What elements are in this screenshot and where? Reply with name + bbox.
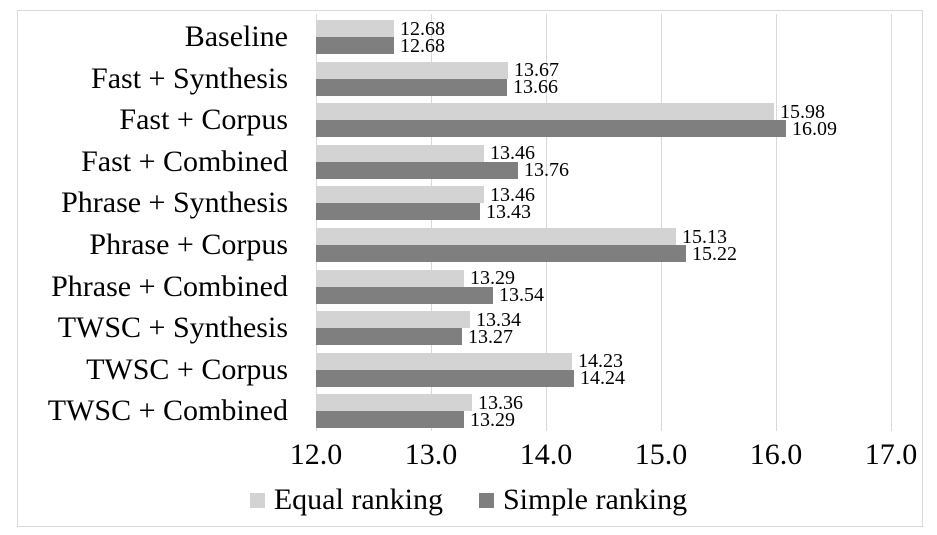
value-label: 13.54 [499, 284, 544, 307]
legend-label-simple-ranking: Simple ranking [502, 483, 688, 516]
value-label: 13.46 [490, 183, 535, 206]
bar-simple-ranking [316, 328, 462, 346]
bar-simple-ranking [316, 203, 480, 221]
bar-simple-ranking [316, 37, 394, 54]
value-label: 14.24 [580, 367, 625, 390]
legend-item-simple-ranking: Simple ranking [478, 483, 688, 517]
gridline [546, 14, 547, 431]
gridline [431, 14, 432, 431]
gridline [891, 14, 892, 431]
category-label: Fast + Corpus [119, 103, 288, 137]
bar-equal-ranking [316, 61, 508, 79]
value-label: 13.46 [490, 142, 535, 165]
category-label: Phrase + Synthesis [61, 186, 288, 220]
bar-simple-ranking [316, 286, 493, 304]
x-tick-label: 15.0 [634, 438, 688, 471]
bar-equal-ranking [316, 269, 464, 287]
value-label: 15.13 [682, 225, 727, 248]
bar-simple-ranking [316, 78, 507, 96]
category-label: Phrase + Combined [51, 269, 288, 303]
value-label: 13.34 [476, 308, 521, 331]
bar-equal-ranking [316, 352, 572, 370]
x-tick-label: 12.0 [289, 438, 343, 471]
bar-simple-ranking [316, 120, 786, 138]
bar-equal-ranking [316, 186, 484, 204]
value-label: 12.68 [400, 17, 445, 40]
plot-area: 12.68 12.68 13.67 13.66 15.98 16.09 13.46 13.76… [316, 14, 892, 431]
value-label: 15.22 [692, 242, 737, 265]
category-label: TWSC + Combined [47, 394, 288, 428]
value-label: 13.27 [468, 325, 513, 348]
category-label: Phrase + Corpus [89, 228, 288, 261]
chart-border [17, 10, 923, 527]
x-tick-label: 13.0 [404, 438, 458, 471]
legend-label-equal-ranking: Equal ranking [273, 483, 443, 516]
gridline [776, 14, 777, 431]
legend-swatch-simple-ranking-icon [478, 492, 494, 508]
x-tick-label: 14.0 [519, 438, 573, 471]
category-label: Fast + Combined [81, 144, 288, 178]
category-label: Baseline [184, 20, 288, 53]
bar-equal-ranking [316, 20, 394, 37]
value-label: 13.36 [478, 391, 523, 414]
gridline [316, 14, 317, 431]
legend-swatch-equal-ranking-icon [249, 492, 265, 508]
bar-equal-ranking [316, 228, 676, 245]
bar-equal-ranking [316, 144, 484, 162]
value-label: 13.29 [470, 267, 515, 290]
value-label: 13.67 [514, 59, 559, 82]
legend: Equal ranking Simple ranking [0, 483, 937, 517]
bar-simple-ranking [316, 161, 518, 179]
value-label: 14.23 [578, 350, 623, 373]
x-tick-label: 17.0 [864, 438, 918, 471]
bar-simple-ranking [316, 369, 574, 387]
legend-item-equal-ranking: Equal ranking [249, 483, 443, 517]
bar-simple-ranking [316, 245, 686, 262]
value-label: 16.09 [792, 117, 837, 140]
bar-simple-ranking [316, 411, 464, 429]
x-tick-label: 16.0 [749, 438, 803, 471]
bar-equal-ranking [316, 394, 472, 412]
value-label: 15.98 [780, 100, 825, 123]
value-label: 13.66 [513, 76, 558, 99]
category-label: Fast + Synthesis [91, 61, 288, 95]
bar-equal-ranking [316, 311, 470, 329]
category-label: TWSC + Corpus [86, 352, 288, 386]
value-label: 13.43 [486, 200, 531, 223]
value-label: 12.68 [400, 34, 445, 57]
value-label: 13.76 [524, 159, 569, 182]
gridline [661, 14, 662, 431]
category-label: TWSC + Synthesis [57, 311, 288, 345]
value-label: 13.29 [470, 408, 515, 431]
bar-equal-ranking [316, 103, 774, 121]
